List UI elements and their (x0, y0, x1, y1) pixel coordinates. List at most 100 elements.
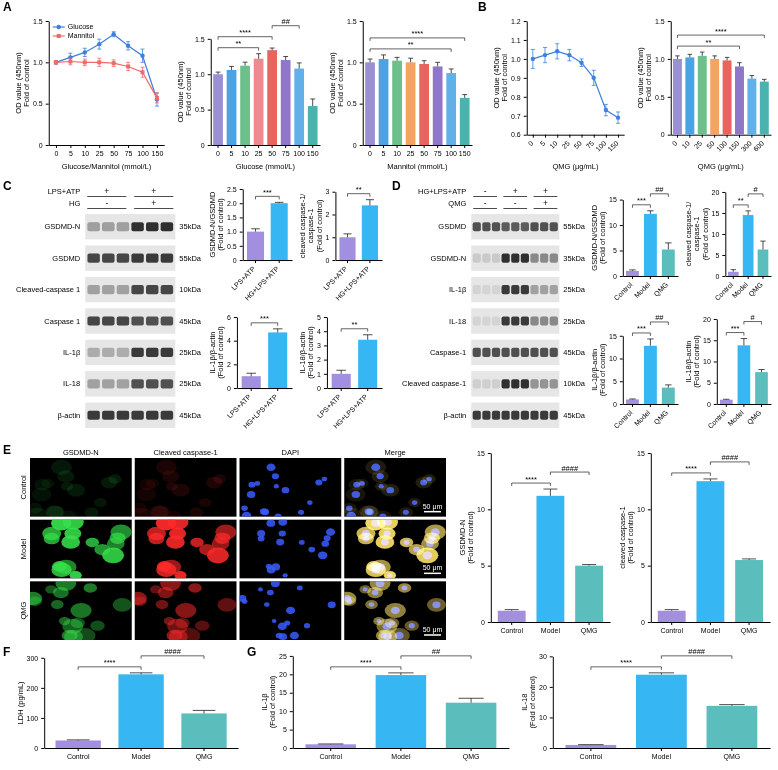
error-bar (723, 399, 729, 400)
axis-line (553, 657, 554, 749)
data-line (533, 51, 618, 117)
blot-strip (471, 340, 559, 365)
x-tick: 100 (137, 145, 149, 157)
x-tick-label: 100 (293, 150, 305, 157)
cell-signal (71, 603, 92, 618)
bar (662, 388, 675, 404)
y-tick-mark (488, 566, 491, 567)
y-tick-mark (360, 104, 363, 105)
cell-signal (276, 539, 284, 546)
x-tick-mark (347, 260, 348, 263)
bar (575, 566, 603, 622)
x-tick-label: 50 (573, 140, 584, 151)
y-tick: 15 (279, 689, 293, 696)
micrograph-cells (356, 520, 445, 579)
y-tick-mark (324, 374, 327, 375)
y-axis: 051015 (637, 450, 651, 626)
protein-label: IL-18 (63, 379, 80, 388)
condition-underline (534, 196, 558, 197)
plot: 05101520ControlModelQMG**# (712, 185, 772, 301)
condition-sign: + (543, 186, 548, 196)
x-tick: 5 (230, 145, 234, 157)
y-tick-mark (240, 246, 243, 247)
x-tick-label: 100 (445, 150, 457, 157)
bar (242, 376, 261, 388)
axis-line (725, 192, 726, 276)
size-label: 45kDa (563, 411, 586, 420)
error-bar (130, 673, 153, 675)
blot-band (161, 316, 173, 325)
micrograph-cells (135, 581, 237, 640)
y-axis: 0123 (326, 188, 336, 263)
x-tick-label: 75 (434, 150, 442, 157)
chart: 00.51.01.50510255075100150GlucoseMannito… (14, 18, 165, 171)
y-tick-label: 10 (477, 506, 485, 513)
plot-marks (332, 335, 378, 388)
cell-signal (90, 621, 104, 631)
plot-marks (720, 339, 768, 404)
cell-signal (267, 566, 276, 573)
blot-strip (471, 371, 559, 396)
x-tick: 0 (527, 135, 535, 148)
error-bar (310, 99, 315, 106)
x-axis: LPS+ATPHG+LPS+ATP (322, 260, 382, 302)
blot-band (530, 222, 538, 231)
panel-label: E (3, 443, 11, 457)
x-tick-label: Model (652, 753, 672, 760)
cell-signal (190, 538, 203, 548)
marker (54, 60, 58, 64)
size-label: 45kDa (179, 411, 202, 420)
cell-signal (315, 480, 322, 486)
bar (738, 345, 751, 404)
x-tick: QMG (741, 622, 758, 635)
error-bar (126, 42, 130, 50)
y-tick: 20 (279, 671, 293, 678)
y-tick-mark (550, 748, 553, 749)
y-tick-label: 0.5 (33, 100, 43, 107)
cell-signal (416, 548, 438, 564)
plot: 0.60.70.80.91.01.11.20510255075100150 (511, 18, 625, 153)
y-tick-label: 10 (637, 506, 645, 513)
y-axis-title-line: Fold of control (336, 59, 345, 107)
y-tick: 3 (326, 188, 336, 195)
y-tick-label: 1.5 (195, 36, 205, 43)
bar (644, 346, 657, 404)
error-bar (543, 489, 557, 496)
bar (743, 215, 754, 276)
y-axis-title-line: (Fold of control) (216, 326, 225, 379)
x-tick-mark (582, 135, 583, 138)
bar (723, 60, 732, 134)
y-tick: 0 (707, 401, 717, 408)
x-tick: Model (726, 404, 745, 427)
x-axis: ControlModelQMG (706, 404, 771, 430)
y-tick: 0.5 (655, 94, 671, 101)
y-tick: 10 (703, 358, 717, 365)
error-bar (336, 370, 346, 374)
error-bar (647, 339, 653, 346)
bar (696, 481, 724, 622)
error-bar (141, 67, 145, 77)
blot-band (521, 285, 529, 294)
cell-signal (427, 598, 446, 612)
y-tick-label: 1.5 (227, 214, 237, 221)
condition-underline (503, 208, 527, 209)
y-tick: 1.0 (227, 228, 243, 235)
x-tick: QMG (463, 748, 480, 761)
cell-signal (369, 602, 374, 606)
axis-line (243, 260, 292, 261)
significance-label: *** (637, 324, 646, 333)
x-tick: Control (713, 276, 734, 302)
y-tick-label: 0 (641, 619, 645, 626)
x-tick-label: Control (500, 627, 523, 634)
y-axis-title-line: Fold of control (22, 59, 31, 107)
x-tick-mark (70, 145, 71, 148)
blot-band (511, 348, 519, 357)
row-label: Control (19, 475, 28, 500)
cell-signal (47, 506, 65, 517)
significance-label: *** (260, 314, 269, 323)
x-axis: 0510255075100150 (49, 145, 164, 157)
y-tick: 15 (637, 450, 651, 457)
x-axis: 0102550100150300600 (671, 135, 772, 153)
axis-line (327, 388, 382, 389)
y-tick-label: 15 (703, 337, 711, 344)
